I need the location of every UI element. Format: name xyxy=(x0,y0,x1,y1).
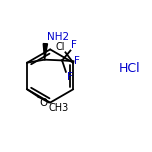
Text: F: F xyxy=(71,40,77,50)
Text: NH2: NH2 xyxy=(47,33,69,42)
Text: HCl: HCl xyxy=(118,62,140,75)
Text: CH3: CH3 xyxy=(49,103,69,113)
Text: F: F xyxy=(67,72,73,82)
Text: F: F xyxy=(74,56,80,66)
Text: O: O xyxy=(39,98,47,108)
Text: Cl: Cl xyxy=(55,42,65,52)
Polygon shape xyxy=(43,44,47,60)
